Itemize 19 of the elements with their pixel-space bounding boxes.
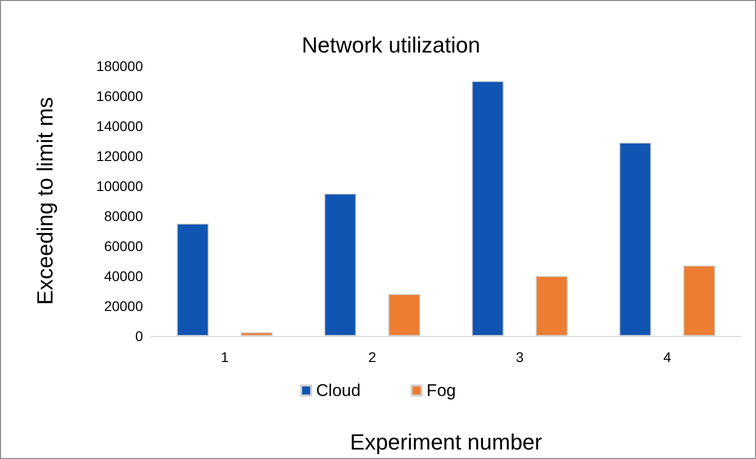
legend-label: Cloud (316, 381, 361, 400)
chart-title: Network utilization (302, 32, 480, 58)
y-tick-label: 80000 (104, 208, 144, 224)
y-axis-title: Exceeding to limit ms (32, 97, 58, 305)
x-tick-label: 2 (368, 349, 376, 365)
y-tick-label: 160000 (96, 88, 144, 104)
x-axis-title: Experiment number (350, 430, 542, 454)
x-tick-label: 3 (516, 349, 524, 365)
y-tick-label: 140000 (96, 118, 144, 134)
legend-label: Fog (426, 381, 456, 400)
y-tick-label: 20000 (104, 298, 144, 314)
y-tick-label: 40000 (104, 268, 144, 284)
x-tick-label: 4 (663, 349, 672, 365)
x-tick-label: 1 (220, 349, 229, 365)
y-tick-label: 180000 (96, 58, 144, 74)
y-tick-label: 0 (135, 328, 144, 344)
y-tick-label: 100000 (96, 178, 144, 194)
y-tick-label: 120000 (96, 148, 144, 164)
y-tick-label: 60000 (104, 238, 144, 254)
